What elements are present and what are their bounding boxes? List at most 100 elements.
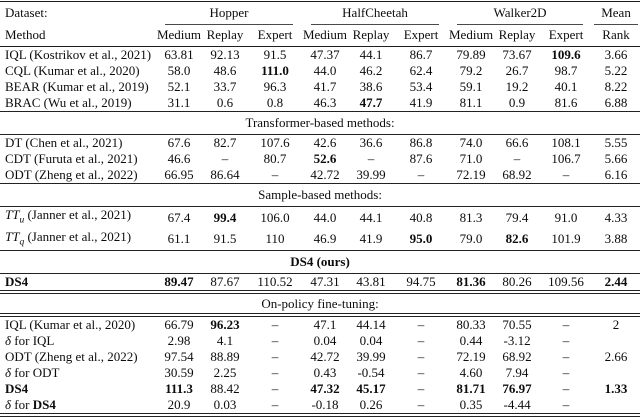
value-cell: 72.19	[456, 349, 486, 365]
value-cell: –	[562, 349, 570, 365]
value-cell: 82.7	[213, 135, 237, 150]
value-cell: 44.0	[313, 209, 337, 225]
method-cell: ODT (Zheng et al., 2022)	[5, 167, 138, 182]
value-cell: 73.67	[502, 47, 532, 62]
value-cell: 59.1	[459, 79, 483, 94]
col-header-hopper-medium: Medium	[156, 26, 202, 47]
value-cell: –	[367, 151, 375, 166]
value-cell: 98.7	[554, 63, 578, 78]
method-cell: IQL (Kostrikov et al., 2021)	[5, 47, 152, 62]
value-cell: 81.6	[554, 95, 578, 110]
value-cell: 46.3	[313, 95, 337, 110]
value-cell: 0.04	[313, 333, 337, 349]
value-cell: -3.12	[503, 333, 531, 349]
value-cell: 2	[612, 317, 620, 333]
value-cell: 79.4	[505, 209, 529, 225]
value-cell: 39.99	[356, 349, 386, 365]
col-header-walker2d-expert: Expert	[540, 26, 593, 47]
value-cell: 42.6	[313, 135, 337, 150]
value-cell: 30.59	[164, 365, 194, 381]
column-header-row: Method Medium Replay Expert Medium Repla…	[0, 26, 640, 47]
value-cell: 0.03	[202, 397, 248, 418]
value-cell: -4.44	[494, 397, 541, 418]
value-cell: 4.60	[459, 365, 483, 381]
method-cell: DS4	[5, 274, 29, 290]
value-cell: 31.1	[167, 95, 191, 110]
value-cell: 91.0	[554, 209, 578, 225]
table-row: CDT (Furuta et al., 2021) 46.6 – 80.7 52.6 – 8…	[0, 151, 640, 167]
value-cell: 44.1	[359, 47, 383, 62]
value-cell: 40.8	[409, 209, 433, 225]
value-cell: 96.23	[210, 317, 240, 333]
cmidrule-halfcheetah	[311, 24, 440, 25]
table-row: TTq (Janner et al., 2021) 61.1 91.5 110 46.9…	[0, 229, 640, 251]
table-row: TTu (Janner et al., 2021) 67.4 99.4 106.0 44…	[0, 207, 640, 229]
value-cell: –	[271, 317, 279, 333]
table-row: δ for IQL 2.98 4.1 – 0.04 0.04 – 0.44 -3.12 –	[0, 333, 640, 349]
value-cell: 5.66	[604, 151, 628, 166]
section-title: On-policy fine-tuning:	[0, 290, 640, 318]
value-cell: 45.17	[356, 381, 386, 397]
col-header-halfcheetah-medium: Medium	[302, 26, 348, 47]
value-cell: 58.0	[167, 63, 191, 78]
value-cell: 81.3	[459, 209, 483, 225]
value-cell: 86.64	[210, 167, 240, 182]
method-cell: BRAC (Wu et al., 2019)	[5, 95, 132, 110]
value-cell: 111.3	[165, 381, 193, 397]
value-cell: 47.7	[359, 95, 383, 110]
value-cell: 41.9	[359, 231, 383, 247]
method-cell: DT (Chen et al., 2021)	[5, 135, 123, 150]
value-cell: 0.9	[508, 95, 526, 110]
value-cell: 0.43	[313, 365, 337, 381]
value-cell: 66.6	[505, 135, 529, 150]
table-row: DS4 111.3 88.42 – 47.32 45.17 – 81.71 76.97 – 1.33	[0, 381, 640, 397]
value-cell: 67.4	[167, 209, 191, 225]
value-cell: 38.6	[359, 79, 383, 94]
rank-header: Rank	[592, 26, 640, 47]
table-row: DT (Chen et al., 2021) 67.6 82.7 107.6 42.6 3…	[0, 135, 640, 152]
method-cell: TTq (Janner et al., 2021)	[5, 228, 132, 248]
value-cell: –	[417, 349, 425, 365]
value-cell: 101.9	[551, 231, 581, 247]
mean-header: Mean	[592, 1, 640, 23]
value-cell: 62.4	[409, 63, 433, 78]
value-cell: 68.92	[502, 167, 532, 182]
cmidrule-mean	[594, 24, 639, 25]
value-cell: 106.7	[551, 151, 581, 166]
value-cell: 72.19	[456, 167, 486, 182]
value-cell: 47.32	[310, 381, 340, 397]
col-header-hopper-replay: Replay	[202, 26, 248, 47]
value-cell: –	[562, 365, 570, 381]
col-header-halfcheetah-expert: Expert	[394, 26, 449, 47]
value-cell: 66.95	[164, 167, 194, 182]
table-row: IQL (Kostrikov et al., 2021) 63.81 92.13 91…	[0, 47, 640, 64]
value-cell: 5.22	[604, 63, 628, 78]
value-cell: 108.1	[551, 135, 581, 150]
value-cell: -0.18	[302, 397, 348, 418]
cmidrule-row	[0, 23, 640, 27]
method-cell: CDT (Furuta et al., 2021)	[5, 151, 138, 166]
value-cell: 7.94	[505, 365, 529, 381]
value-cell: 110	[265, 231, 285, 247]
value-cell: 46.2	[359, 63, 383, 78]
value-cell: 67.6	[167, 135, 191, 150]
value-cell: 5.55	[604, 135, 628, 150]
value-cell: 0.35	[448, 397, 495, 418]
value-cell: 63.81	[164, 47, 194, 62]
value-cell: 81.36	[456, 274, 486, 290]
method-cell: δ for IQL	[5, 333, 55, 349]
value-cell	[592, 333, 640, 349]
value-cell: 91.5	[263, 47, 287, 62]
value-cell: –	[271, 381, 279, 397]
section-title-row: DS4 (ours)	[0, 250, 640, 275]
value-cell: 46.9	[313, 231, 337, 247]
value-cell: 107.6	[260, 135, 290, 150]
table-row: CQL (Kumar et al., 2020) 58.0 48.6 111.0 44.…	[0, 63, 640, 79]
value-cell: 88.89	[210, 349, 240, 365]
value-cell: 53.4	[409, 79, 433, 94]
cmidrule-hopper	[165, 24, 293, 25]
value-cell: 47.1	[313, 317, 337, 333]
method-cell: ODT (Zheng et al., 2022)	[5, 349, 138, 365]
table-row: ODT (Zheng et al., 2022) 97.54 88.89 – 42.72…	[0, 349, 640, 365]
value-cell: –	[221, 151, 229, 166]
